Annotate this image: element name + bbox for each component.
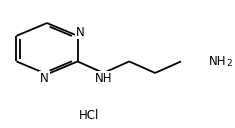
Text: N: N [40, 72, 49, 85]
Text: N: N [75, 25, 84, 39]
Text: NH: NH [209, 55, 227, 68]
Text: NH: NH [95, 72, 112, 85]
Text: 2: 2 [227, 60, 232, 68]
Text: HCl: HCl [79, 109, 99, 122]
